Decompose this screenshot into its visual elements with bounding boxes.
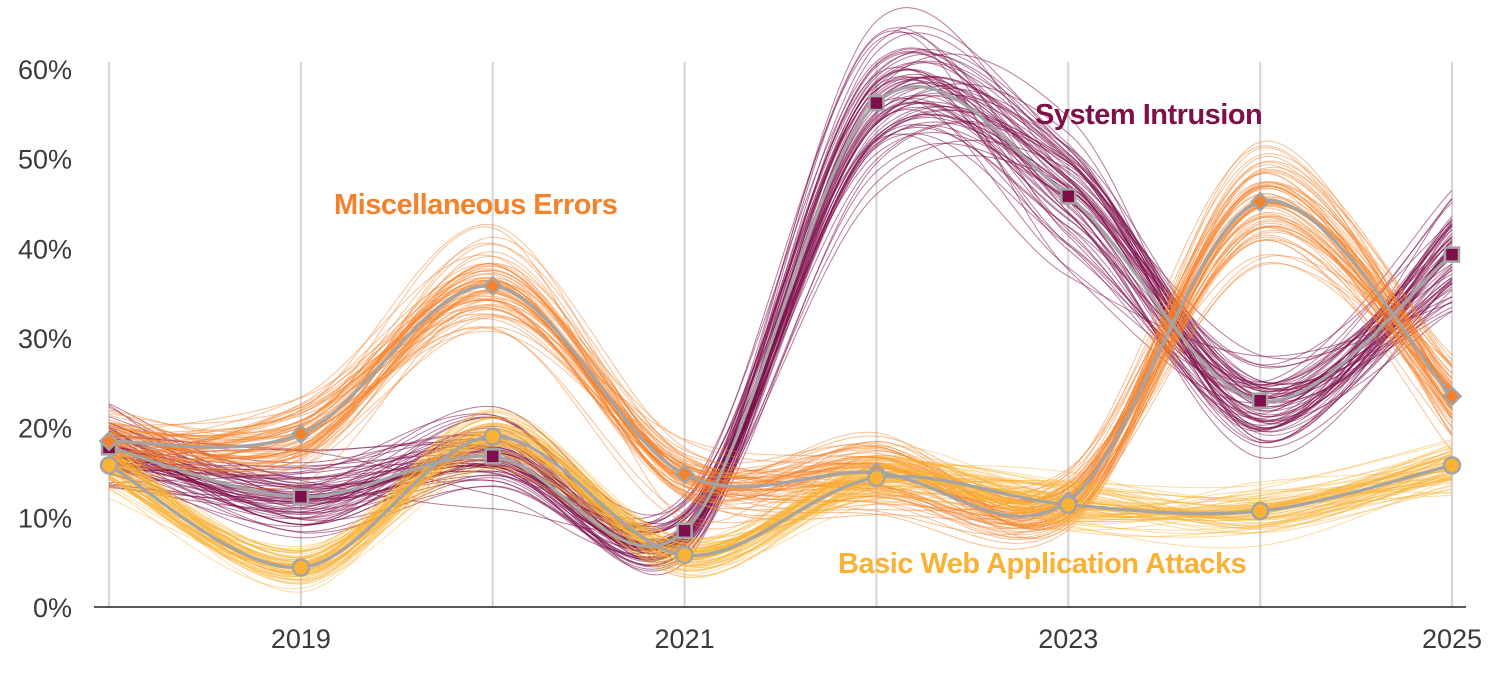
data-point	[99, 456, 119, 475]
data-point	[290, 423, 312, 445]
data-point	[1060, 188, 1077, 205]
data-point	[98, 430, 120, 452]
data-point	[483, 427, 502, 446]
series-line	[108, 198, 1454, 518]
y-tick-label: 50%	[18, 145, 72, 175]
data-point	[1250, 501, 1270, 521]
data-point	[482, 275, 503, 297]
x-tick-label: 2023	[1038, 624, 1098, 654]
uncertainty-bands	[108, 7, 1453, 593]
data-point	[868, 94, 885, 112]
series-lines	[108, 85, 1454, 570]
data-point	[867, 468, 886, 488]
data-point	[291, 558, 311, 577]
x-tick-label: 2021	[655, 624, 715, 654]
series-line	[108, 434, 1453, 570]
x-tick-label: 2019	[271, 624, 331, 654]
y-tick-label: 60%	[18, 55, 72, 85]
data-point	[484, 448, 501, 465]
series-label-miscellaneous-errors: Miscellaneous Errors	[334, 189, 617, 221]
series-label-system-intrusion: System Intrusion	[1035, 99, 1262, 131]
data-point	[674, 464, 695, 485]
data-point	[1443, 246, 1461, 263]
data-point	[676, 522, 693, 540]
data-point	[1442, 456, 1462, 475]
y-tick-labels: 0% 10% 20% 30% 40% 50% 60%	[18, 55, 72, 623]
data-point	[292, 488, 310, 505]
data-point	[1441, 386, 1463, 407]
x-tick-label: 2025	[1422, 624, 1482, 654]
x-tick-labels: 2019 2021 2023 2025	[271, 624, 1482, 654]
y-tick-label: 0%	[33, 593, 72, 623]
data-point	[1251, 392, 1269, 410]
y-tick-label: 30%	[18, 324, 72, 354]
series-line	[108, 85, 1453, 548]
y-tick-label: 20%	[18, 414, 72, 444]
y-tick-label: 40%	[18, 234, 72, 264]
data-point	[1059, 495, 1078, 515]
data-point	[1249, 191, 1271, 212]
y-tick-label: 10%	[18, 503, 72, 533]
series-markers	[98, 94, 1463, 577]
data-point	[675, 545, 694, 565]
series-label-basic-web-application-attacks: Basic Web Application Attacks	[838, 548, 1246, 580]
